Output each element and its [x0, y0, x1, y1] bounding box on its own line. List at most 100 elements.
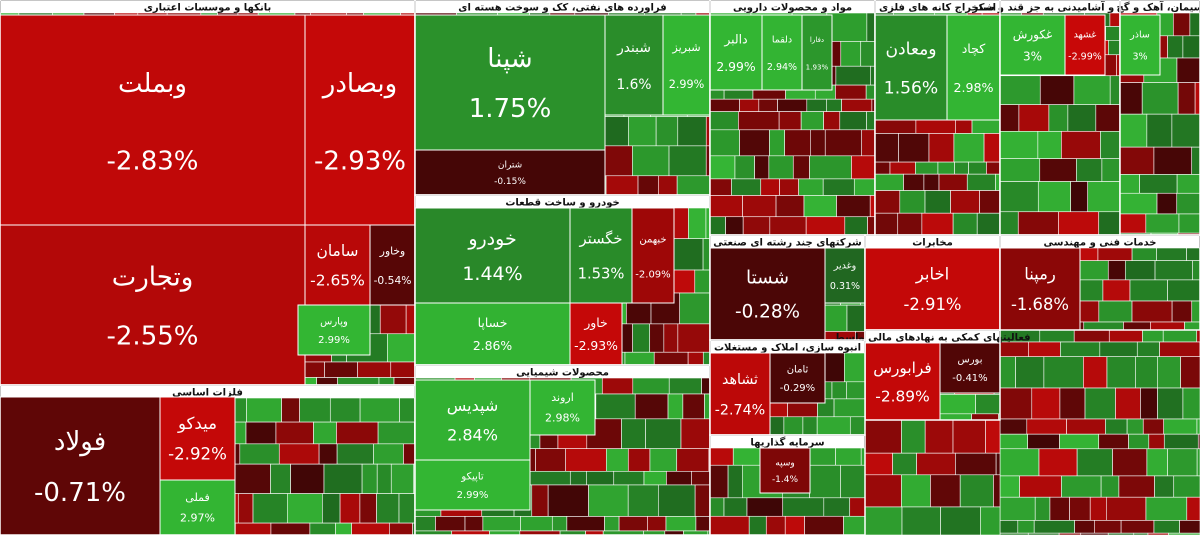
tile: [414, 459, 531, 511]
tile-value: 2.98%: [953, 80, 993, 95]
tile-name: شپدیس: [447, 396, 498, 416]
minor-tile: [709, 447, 734, 466]
sector-title: فعالیتهای کمکی به نهادهای مالی واسط: [834, 333, 1030, 344]
minor-tile: [604, 516, 620, 532]
minor-tile: [999, 418, 1028, 435]
minor-tile: [999, 158, 1041, 182]
minor-tile: [1099, 341, 1138, 358]
tile: [709, 247, 826, 341]
sector-header: [711, 236, 864, 248]
minor-tile: [653, 351, 689, 366]
minor-tile: [393, 377, 416, 386]
minor-tile: [1172, 12, 1191, 37]
tile-name: رمپنا: [1024, 265, 1056, 285]
minor-tile: [704, 393, 711, 420]
minor-tile: [246, 397, 282, 423]
tile-name: دلقما: [772, 34, 792, 45]
minor-tile: [806, 98, 827, 112]
minor-tile: [1177, 82, 1196, 115]
minor-tile: [851, 155, 876, 180]
tile: [304, 14, 416, 226]
minor-tile: [694, 484, 711, 517]
minor-tile: [637, 175, 659, 196]
minor-tile: [281, 397, 300, 423]
minor-tile: [655, 116, 679, 147]
minor-tile: [658, 484, 696, 517]
sector-header: [876, 1, 999, 13]
minor-tile: [709, 216, 726, 236]
minor-tile: [1159, 341, 1200, 358]
minor-tile: [1146, 448, 1168, 477]
sector-title: مواد و محصولات دارویی: [733, 3, 852, 14]
minor-tile: [874, 212, 899, 236]
minor-tile: [725, 216, 744, 236]
minor-tile: [1083, 321, 1124, 331]
minor-tile: [824, 129, 863, 157]
minor-tile: [329, 397, 361, 423]
minor-tile: [1120, 520, 1155, 534]
tile-name: وپارس: [320, 317, 348, 328]
minor-tile: [892, 452, 917, 476]
minor-tile: [782, 497, 825, 517]
minor-tile: [934, 394, 976, 415]
tile-value: -2.74%: [715, 402, 765, 418]
minor-tile: [805, 216, 846, 236]
tile: [304, 224, 371, 306]
minor-tile: [769, 216, 807, 236]
minor-tile: [357, 361, 392, 378]
sector-header: [416, 366, 709, 378]
minor-tile: [1115, 387, 1141, 420]
minor-tile: [999, 356, 1016, 389]
minor-tile: [1089, 496, 1107, 521]
minor-tile: [379, 300, 407, 335]
minor-tile: [1058, 211, 1100, 236]
tile-name: اروند: [551, 391, 574, 404]
minor-tile: [1033, 520, 1075, 534]
minor-tile: [1153, 146, 1193, 175]
minor-tile: [1015, 356, 1045, 389]
minor-tile: [389, 522, 413, 535]
minor-tile: [798, 178, 824, 196]
minor-tile: [359, 493, 377, 524]
minor-tile: [1186, 496, 1200, 521]
minor-tile: [1102, 279, 1131, 302]
minor-tile: [853, 178, 876, 196]
minor-tile: [952, 212, 978, 236]
minor-tile: [835, 84, 867, 100]
minor-tile: [528, 471, 571, 486]
tile-value: -2.93%: [574, 339, 618, 353]
minor-tile: [666, 471, 692, 486]
minor-tile: [923, 173, 940, 191]
minor-tile: [1109, 75, 1121, 105]
minor-tile: [986, 161, 1001, 175]
tile-value: 1.53%: [578, 266, 625, 283]
minor-tile: [742, 195, 777, 218]
minor-tile: [270, 522, 311, 535]
minor-tile: [1171, 113, 1200, 148]
minor-tile: [679, 292, 711, 325]
minor-tile: [229, 463, 271, 494]
tile-name: شپنا: [487, 44, 532, 74]
sector-title: محصولات شیمیایی: [516, 368, 609, 379]
minor-tile: [1074, 520, 1095, 534]
minor-tile: [378, 377, 395, 386]
tile: [801, 14, 833, 91]
tile-name: خودرو: [467, 228, 516, 250]
tile-name: شبندر: [616, 40, 651, 56]
tile-value: 2.99%: [457, 490, 489, 501]
minor-tile: [627, 484, 659, 517]
sector-title: انبوه سازی، املاک و مستغلات: [714, 343, 861, 354]
sector-header: [416, 1, 709, 13]
minor-tile: [822, 178, 855, 196]
minor-tile: [955, 452, 997, 476]
minor-tile: [976, 212, 1001, 236]
minor-tile: [658, 175, 678, 196]
minor-tile: [930, 474, 961, 508]
minor-tile: [802, 416, 818, 436]
minor-tile: [694, 269, 711, 294]
minor-tile: [324, 361, 358, 378]
minor-tile: [1176, 174, 1200, 194]
minor-tile: [687, 351, 704, 366]
minor-tile: [709, 497, 725, 517]
minor-tile: [809, 464, 841, 499]
